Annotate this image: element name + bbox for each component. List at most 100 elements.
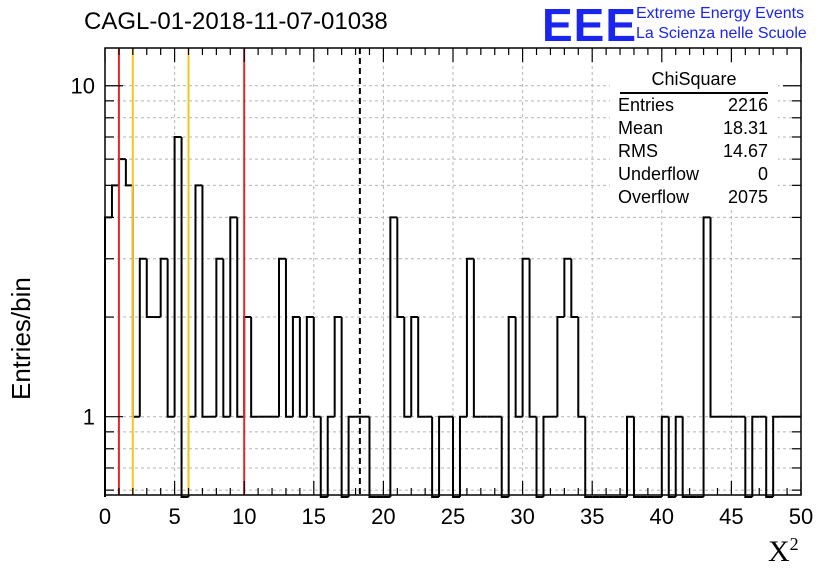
histogram-bin	[145, 258, 154, 319]
histogram-bin	[514, 317, 523, 418]
histogram-bin	[117, 158, 126, 186]
histogram-bin	[347, 415, 356, 497]
histogram-bin	[584, 416, 593, 498]
histogram-bin	[751, 415, 760, 497]
histogram-bin	[570, 258, 579, 319]
histogram-bin	[340, 317, 349, 498]
stats-header: ChiSquare	[620, 66, 768, 94]
histogram-bin	[180, 136, 189, 498]
chart-title: CAGL-01-2018-11-07-01038	[84, 8, 388, 35]
histogram-bin	[250, 317, 259, 418]
x-axis-label-base: X	[768, 535, 790, 568]
histogram-bin	[674, 415, 683, 497]
histogram-bin	[744, 416, 753, 498]
histogram-bin	[243, 316, 252, 417]
stats-row: Underflow 0	[610, 163, 778, 186]
histogram-bin	[187, 415, 196, 497]
histogram-bin	[465, 257, 474, 417]
histogram-bin	[660, 415, 669, 497]
x-tick-label: 45	[719, 504, 743, 529]
histogram-bin	[556, 316, 565, 417]
histogram-bin	[215, 257, 224, 417]
stats-value: 14.67	[722, 141, 768, 161]
histogram-bin	[709, 217, 718, 418]
histogram-bin	[765, 416, 774, 498]
x-tick-label: 20	[371, 504, 395, 529]
histogram-bin	[312, 317, 321, 418]
histogram-bin	[626, 415, 634, 497]
histogram-bin	[222, 258, 231, 418]
y-tick-label: 1	[83, 405, 95, 430]
histogram-bin	[500, 416, 509, 498]
eee-logo-text: Extreme Energy Events La Scienza nelle S…	[636, 4, 807, 44]
stats-row: Overflow 2075	[610, 186, 778, 209]
histogram-bin	[173, 135, 182, 417]
x-axis-label-exponent: 2	[789, 534, 799, 554]
histogram-bin	[278, 257, 286, 417]
histogram-bin	[410, 316, 419, 417]
histogram-bin	[124, 159, 133, 187]
histogram-bin	[632, 416, 641, 498]
logo-line-2: La Scienza nelle Scuole	[636, 25, 807, 42]
stats-row: Entries 2216	[610, 94, 778, 117]
x-tick-label: 15	[302, 504, 326, 529]
histogram-bin	[333, 316, 342, 417]
histogram-bin	[166, 258, 175, 418]
histogram-bin	[138, 257, 147, 417]
stats-value: 0	[757, 164, 768, 184]
histogram-bin	[236, 217, 245, 418]
histogram-bin	[431, 416, 440, 498]
stats-value: 2216	[727, 95, 768, 115]
y-tick-label: 10	[71, 74, 95, 99]
stats-label: Mean	[618, 118, 664, 138]
stats-label: RMS	[618, 141, 658, 161]
histogram-bin	[563, 257, 572, 318]
histogram-bin	[194, 184, 203, 417]
histogram-bin	[396, 217, 405, 319]
histogram-bin	[319, 416, 328, 498]
histogram-bin	[528, 258, 537, 418]
y-axis-label: Entries/bin	[6, 277, 36, 400]
stats-value: 2075	[727, 187, 768, 207]
histogram-bin	[458, 415, 467, 497]
histogram-bin	[110, 184, 119, 218]
axis-ticks: 0 5 10 15 20 25 30 35 40 45 50 1 10	[71, 48, 813, 529]
x-tick-label: 10	[232, 504, 256, 529]
histogram-bin	[298, 317, 307, 418]
histogram-bin	[368, 416, 377, 498]
histogram-bin	[326, 415, 335, 497]
threshold-lines	[117, 48, 361, 495]
eee-logo-mark: EEE	[542, 0, 638, 51]
histogram-bin	[201, 185, 210, 418]
stats-label: Underflow	[618, 164, 700, 184]
histogram-bin	[291, 316, 300, 417]
stats-row: RMS 14.67	[610, 140, 778, 163]
x-tick-label: 40	[650, 504, 674, 529]
histogram-bin	[507, 316, 516, 497]
histogram-bin	[131, 185, 140, 418]
x-tick-label: 0	[99, 504, 111, 529]
histogram-bin	[229, 216, 238, 417]
stats-box: ChiSquare Entries 2216 Mean 18.31 RMS 14.67…	[610, 66, 778, 210]
histogram-bin	[702, 216, 711, 497]
x-tick-label: 30	[510, 504, 534, 529]
histogram-bin	[438, 415, 447, 497]
stats-value: 18.31	[722, 118, 768, 138]
histogram-bin	[284, 258, 293, 418]
histogram-bin	[417, 317, 426, 418]
x-axis-label: X2	[768, 534, 799, 569]
stats-label: Entries	[618, 95, 675, 115]
x-tick-label: 50	[789, 504, 813, 529]
histogram-bin	[159, 257, 168, 318]
histogram-bin	[403, 317, 412, 418]
histogram-bin	[389, 216, 398, 497]
x-tick-label: 25	[441, 504, 465, 529]
histogram-bin	[452, 416, 460, 498]
histogram-bin	[681, 416, 690, 498]
histogram-bin	[577, 317, 586, 418]
histogram-bin	[305, 316, 314, 417]
x-tick-label: 5	[168, 504, 180, 529]
stats-label: Overflow	[618, 187, 690, 207]
histogram-bin	[521, 257, 530, 417]
